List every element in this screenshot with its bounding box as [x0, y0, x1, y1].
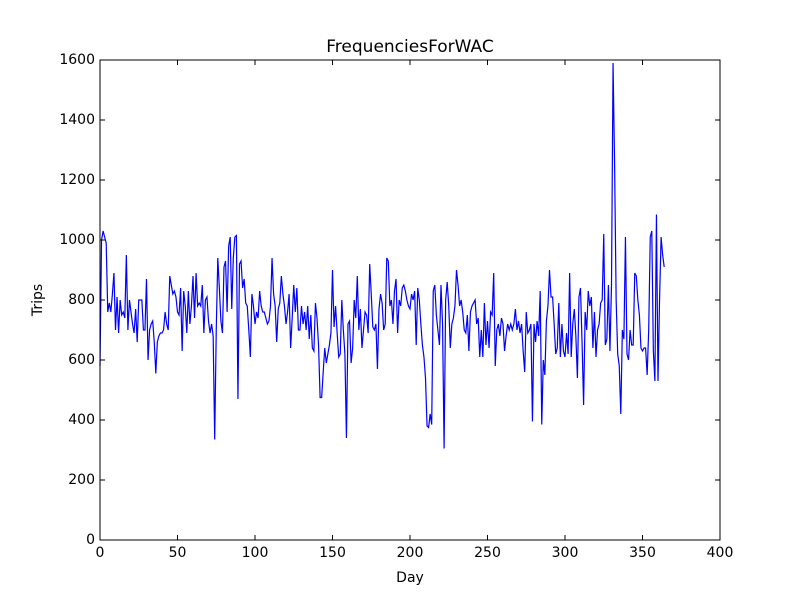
y-tick-label: 800	[68, 292, 95, 308]
chart-title: FrequenciesForWAC	[326, 37, 493, 57]
x-tick-label: 200	[397, 545, 424, 561]
y-tick-label: 1000	[59, 232, 95, 248]
x-tick-label: 150	[319, 545, 346, 561]
y-tick-label: 1600	[59, 52, 95, 68]
y-tick-label: 1200	[59, 172, 95, 188]
x-axis-label: Day	[396, 570, 424, 586]
x-tick-label: 0	[96, 545, 105, 561]
x-tick-label: 350	[629, 545, 656, 561]
y-axis-label: Trips	[30, 284, 46, 317]
y-tick-label: 200	[68, 472, 95, 488]
x-tick-label: 50	[169, 545, 187, 561]
y-tick-label: 1400	[59, 112, 95, 128]
y-tick-label: 0	[86, 532, 95, 548]
x-tick-label: 100	[242, 545, 269, 561]
x-tick-label: 300	[552, 545, 579, 561]
y-tick-label: 400	[68, 412, 95, 428]
x-tick-label: 400	[707, 545, 734, 561]
data-line	[99, 62, 665, 449]
x-tick-label: 250	[474, 545, 501, 561]
y-tick-label: 600	[68, 352, 95, 368]
